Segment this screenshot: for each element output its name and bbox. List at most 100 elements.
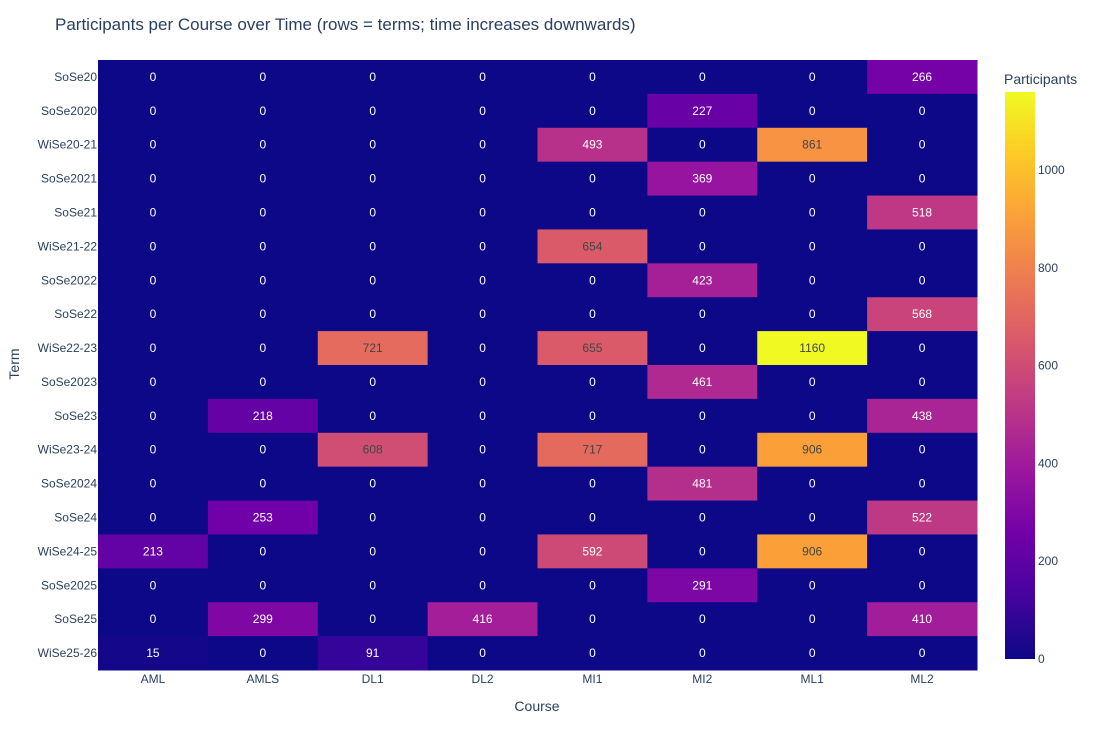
heatmap-cell <box>317 466 429 502</box>
heatmap-cell <box>537 636 648 671</box>
heatmap-cell-label: 0 <box>150 273 157 287</box>
heatmap-cell <box>98 398 209 434</box>
colorbar-tick-label: 800 <box>1038 261 1058 275</box>
heatmap-cell <box>427 466 539 502</box>
heatmap-cell <box>207 161 319 197</box>
heatmap-cell-label: 0 <box>479 375 486 389</box>
y-tick-label: SoSe2021 <box>41 172 97 186</box>
heatmap-cell-label: 0 <box>259 646 266 660</box>
heatmap-cell <box>647 263 758 298</box>
heatmap-cell <box>207 432 319 468</box>
colorbar-title: Participants <box>1004 71 1077 87</box>
heatmap-cell-label: 0 <box>699 544 706 558</box>
heatmap-cell-label: 0 <box>809 578 816 592</box>
heatmap-cell <box>867 432 978 468</box>
heatmap-cell-label: 0 <box>150 70 157 84</box>
x-tick-label: DL2 <box>472 672 494 686</box>
heatmap-cell-label: 0 <box>150 307 157 321</box>
heatmap-cell <box>757 161 868 197</box>
heatmap-cell <box>867 500 978 535</box>
heatmap-cell <box>537 93 648 129</box>
heatmap-cell-label: 0 <box>919 646 926 660</box>
heatmap-cell <box>867 466 978 502</box>
heatmap-cell-label: 0 <box>150 578 157 592</box>
heatmap-cell-label: 0 <box>369 307 376 321</box>
heatmap-cell-label: 0 <box>919 341 926 355</box>
heatmap-cell <box>98 297 209 332</box>
heatmap-cell-label: 0 <box>479 239 486 253</box>
heatmap-cell-label: 0 <box>479 104 486 118</box>
heatmap-cell <box>427 568 539 603</box>
chart-title: Participants per Course over Time (rows … <box>55 15 636 34</box>
heatmap-cell <box>647 331 758 366</box>
heatmap-cell <box>207 60 319 95</box>
heatmap-cell <box>207 602 319 637</box>
heatmap-cell <box>207 466 319 502</box>
y-axis-ticks: SoSe20 SoSe2020 WiSe20-21 SoSe2021 SoSe21 WiS… <box>38 70 98 660</box>
heatmap-cell-label: 0 <box>809 206 816 220</box>
x-tick-label: AMLS <box>246 672 279 686</box>
heatmap-cell <box>207 636 319 671</box>
heatmap-cell-label: 461 <box>692 375 712 389</box>
y-tick-label: SoSe2023 <box>41 375 97 389</box>
heatmap-cell <box>757 331 868 366</box>
heatmap-cell-label: 410 <box>912 612 932 626</box>
heatmap-cell <box>757 602 868 637</box>
heatmap-cell-label: 0 <box>699 138 706 152</box>
colorbar-tick-label: 200 <box>1038 554 1058 568</box>
heatmap-cell-label: 0 <box>699 70 706 84</box>
heatmap-cell-label: 0 <box>150 375 157 389</box>
heatmap-cell-label: 0 <box>259 375 266 389</box>
heatmap-cell <box>647 602 758 637</box>
heatmap-cell <box>98 93 209 129</box>
heatmap-cell-label: 906 <box>802 443 822 457</box>
heatmap-cell <box>647 365 758 400</box>
heatmap-cell <box>207 93 319 129</box>
heatmap-cell <box>427 161 539 197</box>
heatmap-cell <box>207 127 319 163</box>
heatmap-cell-label: 0 <box>699 612 706 626</box>
heatmap-cell <box>537 365 648 400</box>
heatmap-cell-label: 291 <box>692 578 712 592</box>
heatmap-cell-label: 0 <box>699 409 706 423</box>
heatmap-cell-label: 861 <box>802 138 822 152</box>
heatmap-cell-label: 0 <box>809 646 816 660</box>
heatmap-cell-label: 0 <box>369 104 376 118</box>
heatmap-cell-label: 0 <box>479 273 486 287</box>
heatmap-cell <box>757 60 868 95</box>
heatmap-cell <box>98 60 209 95</box>
heatmap-cell-label: 0 <box>699 239 706 253</box>
heatmap-cell-label: 0 <box>479 307 486 321</box>
heatmap-cell-label: 0 <box>809 612 816 626</box>
heatmap-cell <box>867 534 978 569</box>
heatmap-cell-label: 0 <box>150 443 157 457</box>
heatmap-cell-label: 0 <box>589 375 596 389</box>
heatmap-cell-label: 0 <box>150 612 157 626</box>
heatmap-cell <box>207 398 319 434</box>
heatmap-cell <box>537 229 648 264</box>
heatmap-cell-label: 213 <box>143 544 163 558</box>
heatmap-cell <box>98 534 209 569</box>
heatmap-cell-label: 15 <box>146 646 160 660</box>
colorbar-tick-label: 1000 <box>1038 163 1065 177</box>
heatmap-cell <box>537 432 648 468</box>
heatmap-cell-label: 369 <box>692 172 712 186</box>
heatmap-cell <box>867 93 978 129</box>
heatmap-cell-label: 0 <box>809 307 816 321</box>
heatmap-cell <box>647 60 758 95</box>
heatmap-cell <box>98 365 209 400</box>
heatmap-cell <box>317 93 429 129</box>
heatmap-cell <box>427 500 539 535</box>
heatmap-cell-label: 0 <box>919 578 926 592</box>
heatmap-cell <box>207 568 319 603</box>
y-tick-label: WiSe23-24 <box>38 443 98 457</box>
y-tick-label: SoSe22 <box>54 307 97 321</box>
heatmap-cell-label: 0 <box>479 646 486 660</box>
heatmap-cell <box>757 534 868 569</box>
heatmap-cell-label: 0 <box>809 273 816 287</box>
heatmap-cell-label: 91 <box>366 646 380 660</box>
heatmap-cell-label: 0 <box>699 341 706 355</box>
heatmap-cell <box>867 365 978 400</box>
heatmap-cell-label: 0 <box>479 511 486 525</box>
heatmap-cell <box>757 297 868 332</box>
